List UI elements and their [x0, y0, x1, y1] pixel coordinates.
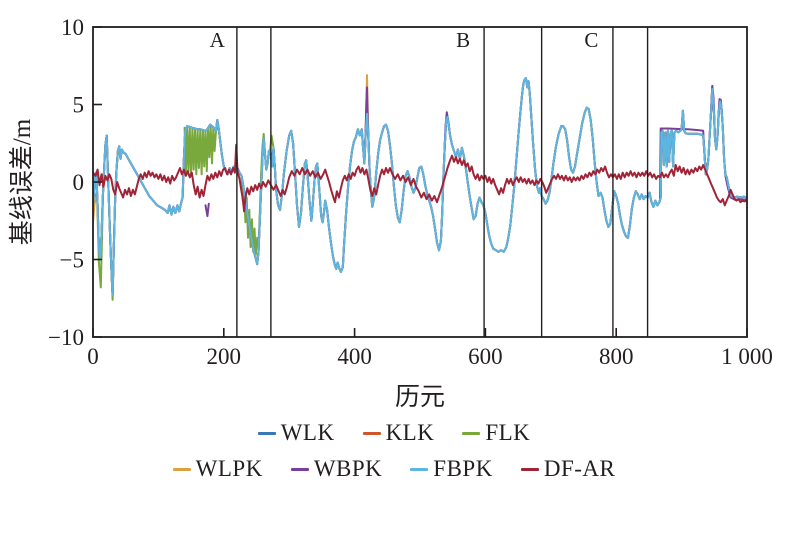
legend-item-flk: FLK [462, 420, 530, 446]
legend-label: KLK [385, 420, 435, 445]
legend-label: WLK [280, 420, 335, 445]
legend-label: WLPK [195, 456, 263, 481]
legend-dash-icon [172, 467, 191, 471]
y-tick-label: −5 [60, 248, 84, 273]
legend-label: FBPK [433, 456, 493, 481]
series-wlk [93, 77, 747, 297]
legend-dash-icon [520, 467, 539, 471]
series-klk [93, 77, 747, 297]
series-flk [93, 77, 747, 297]
series-wbpk-segment-0 [204, 202, 210, 218]
legend-item-wlpk: WLPK [172, 456, 263, 482]
legend-item-wlk: WLK [257, 420, 335, 446]
region-label-a: A [210, 28, 226, 52]
region-label-c: C [584, 28, 598, 52]
y-tick-label: −10 [48, 325, 84, 350]
legend-label: DF-AR [543, 456, 616, 481]
legend-row-1: WLK KLK FLK [257, 420, 531, 446]
plot-border [92, 26, 748, 338]
legend-item-fbpk: FBPK [410, 456, 493, 482]
plot-area [93, 74, 747, 301]
x-tick-label: 200 [207, 344, 242, 369]
legend-label: WBPK [313, 456, 383, 481]
legend-row-2: WLPK WBPK FBPK DF-AR [172, 456, 616, 482]
x-tick-label: 1 000 [721, 344, 773, 369]
y-tick-label: 5 [73, 93, 85, 118]
y-axis-label: 基线误差/m [8, 118, 36, 245]
legend-dash-icon [362, 431, 381, 435]
y-tick-label: 0 [73, 170, 85, 195]
series-wbpk [93, 77, 747, 297]
x-tick-label: 400 [337, 344, 372, 369]
legend-dash-icon [410, 467, 429, 471]
x-tick-label: 0 [87, 344, 99, 369]
series-fbpk [93, 77, 747, 297]
region-label-b: B [456, 28, 470, 52]
series-df-ar [93, 143, 747, 213]
legend-dash-icon [290, 467, 309, 471]
legend-dash-icon [257, 431, 276, 435]
x-axis-label: 历元 [395, 384, 445, 411]
series-flk-segment-2 [183, 119, 219, 177]
legend-item-df-ar: DF-AR [520, 456, 616, 482]
baseline-error-chart: A B C 0 200 400 600 800 1 000 10 5 0 −5 −10 历元 基线误差/m [8, 15, 773, 411]
legend-dash-icon [462, 431, 481, 435]
legend-item-klk: KLK [362, 420, 435, 446]
y-tick-label: 10 [61, 15, 84, 40]
x-tick-label: 800 [599, 344, 634, 369]
legend-label: FLK [485, 420, 531, 445]
legend-item-wbpk: WBPK [290, 456, 383, 482]
series-wlpk [93, 77, 747, 297]
chart-legend: WLK KLK FLK WLPK WBPK FBPK DF-AR [0, 420, 788, 482]
x-tick-label: 600 [468, 344, 503, 369]
